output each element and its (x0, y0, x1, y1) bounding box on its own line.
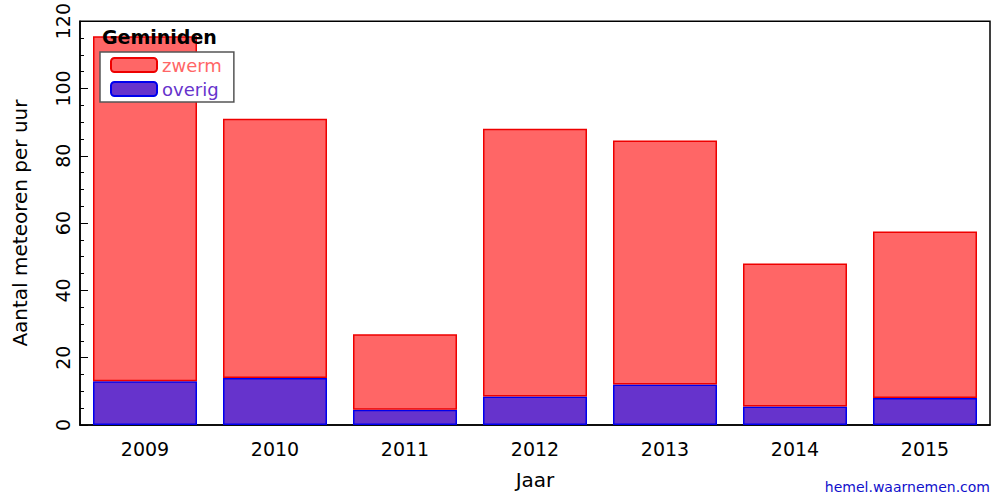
svg-text:2012: 2012 (511, 438, 559, 460)
svg-text:40: 40 (52, 278, 74, 302)
svg-text:0: 0 (52, 419, 74, 431)
svg-text:20: 20 (52, 346, 74, 370)
svg-text:zwerm: zwerm (162, 55, 222, 76)
svg-text:80: 80 (52, 144, 74, 168)
svg-text:120: 120 (52, 3, 74, 39)
svg-text:2013: 2013 (641, 438, 689, 460)
svg-text:2014: 2014 (771, 438, 819, 460)
svg-text:overig: overig (162, 79, 219, 100)
svg-text:2010: 2010 (251, 438, 299, 460)
svg-text:100: 100 (52, 70, 74, 106)
svg-text:60: 60 (52, 211, 74, 235)
svg-text:Geminiden: Geminiden (102, 26, 217, 48)
svg-text:hemel.waarnemen.com: hemel.waarnemen.com (825, 479, 990, 495)
svg-text:2009: 2009 (121, 438, 169, 460)
svg-text:2015: 2015 (901, 438, 949, 460)
svg-text:Aantal meteoren per uur: Aantal meteoren per uur (8, 99, 32, 347)
svg-text:2011: 2011 (381, 438, 429, 460)
svg-text:Jaar: Jaar (514, 468, 555, 492)
